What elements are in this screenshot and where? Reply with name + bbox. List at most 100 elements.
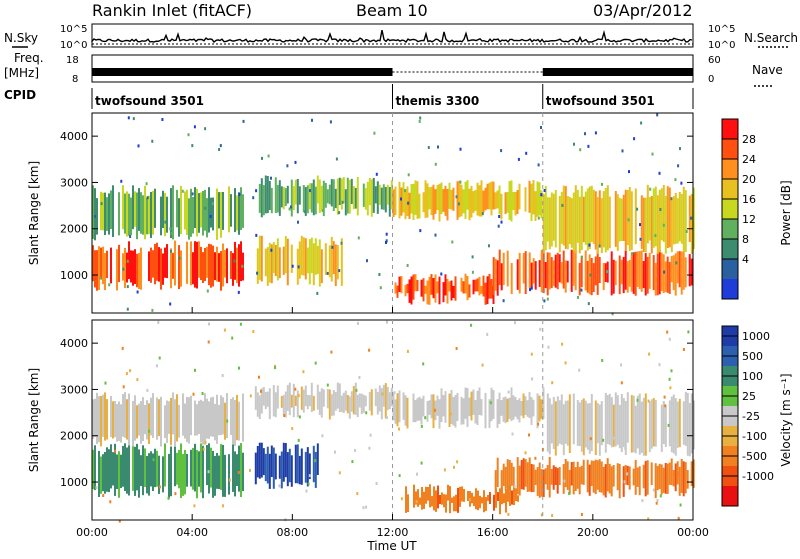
echo-cell: [206, 445, 208, 486]
echo-point: [404, 189, 406, 193]
echo-cell: [360, 393, 363, 415]
echo-point: [606, 270, 608, 274]
echo-point: [481, 212, 484, 216]
echo-point: [639, 237, 642, 241]
nsearch-label: N.Search: [744, 31, 798, 45]
echo-cell: [182, 454, 184, 496]
echo-cell: [646, 256, 649, 294]
echo-cell: [370, 179, 373, 217]
echo-cell: [198, 241, 200, 278]
echo-cell: [318, 391, 321, 415]
echo-cell: [440, 388, 443, 423]
echo-cell: [574, 185, 577, 253]
echo-cell: [441, 492, 443, 505]
echo-point: [267, 154, 270, 158]
echo-cell: [554, 189, 557, 248]
echo-cell: [419, 497, 421, 505]
echo-cell: [126, 399, 128, 440]
echo-point: [525, 151, 528, 155]
echo-point: [338, 471, 341, 475]
echo-cell: [144, 448, 146, 487]
echo-point: [647, 517, 650, 521]
echo-cell: [672, 394, 675, 454]
echo-point: [286, 164, 289, 168]
echo-point: [191, 192, 194, 196]
nsearch-bottom-tick: 10^0: [708, 40, 735, 51]
echo-cell: [162, 456, 164, 493]
echo-cell: [634, 251, 637, 296]
echo-cell: [162, 253, 164, 285]
echo-cell: [442, 189, 445, 212]
power-y-ticks: 4000 3000 2000 1000: [60, 130, 693, 282]
echo-cell: [374, 186, 377, 204]
echo-cell: [198, 400, 200, 435]
echo-cell: [224, 249, 226, 278]
echo-cell: [518, 465, 521, 496]
echo-cell: [324, 243, 327, 275]
echo-cell: [664, 405, 667, 447]
echo-cell: [528, 180, 531, 213]
nsky-bottom-tick: 10^0: [60, 40, 87, 51]
echo-cell: [158, 455, 160, 494]
echo-cell: [516, 457, 519, 495]
echo-point: [297, 438, 300, 442]
echo-cell: [174, 399, 176, 447]
echo-cell: [586, 260, 589, 293]
echo-cell: [210, 244, 212, 288]
echo-cell: [466, 180, 469, 210]
colorbar-tick-label: 1000: [742, 330, 770, 343]
echo-point: [654, 234, 657, 238]
echo-cell: [302, 237, 305, 276]
echo-cell: [274, 453, 277, 480]
echo-point: [419, 116, 422, 120]
echo-point: [628, 170, 630, 174]
echo-cell: [552, 465, 555, 490]
echo-cell: [196, 404, 198, 436]
echo-cell: [184, 450, 186, 495]
echo-cell: [134, 395, 136, 441]
echo-cell: [552, 193, 555, 241]
echo-cell: [676, 461, 679, 485]
echo-cell: [492, 390, 495, 419]
echo-point: [309, 189, 311, 193]
echo-cell: [188, 198, 190, 240]
echo-cell: [404, 284, 407, 297]
echo-point: [529, 288, 531, 292]
colorbar-cell: [722, 279, 738, 300]
nave-bottom-tick: 0: [708, 74, 714, 85]
echo-cell: [448, 281, 451, 292]
echo-point: [249, 394, 252, 398]
echo-cell: [200, 246, 202, 281]
echo-cell: [414, 400, 417, 423]
echo-cell: [168, 453, 170, 499]
echo-cell: [500, 263, 503, 291]
echo-cell: [174, 240, 176, 286]
echo-cell: [238, 192, 240, 235]
echo-cell: [516, 259, 519, 290]
echo-cell: [160, 248, 162, 290]
echo-cell: [394, 282, 397, 294]
echo-cell: [132, 400, 134, 447]
echo-cell: [158, 399, 160, 437]
echo-cell: [232, 253, 234, 286]
echo-cell: [580, 185, 583, 250]
colorbar-cell: [722, 159, 738, 180]
echo-cell: [304, 451, 307, 483]
echo-cell: [262, 387, 265, 406]
echo-cell: [554, 466, 557, 485]
echo-point: [252, 330, 255, 333]
echo-cell: [116, 454, 118, 489]
echo-point: [297, 220, 299, 224]
echo-cell: [130, 197, 132, 236]
echo-cell: [423, 491, 425, 509]
echo-cell: [238, 401, 240, 441]
echo-cell: [468, 397, 471, 417]
echo-cell: [134, 249, 136, 284]
echo-cell: [452, 285, 455, 298]
echo-point: [164, 220, 167, 224]
echo-cell: [398, 390, 401, 423]
echo-cell: [272, 385, 275, 417]
x-tick-label: 00:00: [677, 526, 709, 539]
echo-cell: [202, 401, 204, 445]
echo-cell: [334, 391, 337, 411]
